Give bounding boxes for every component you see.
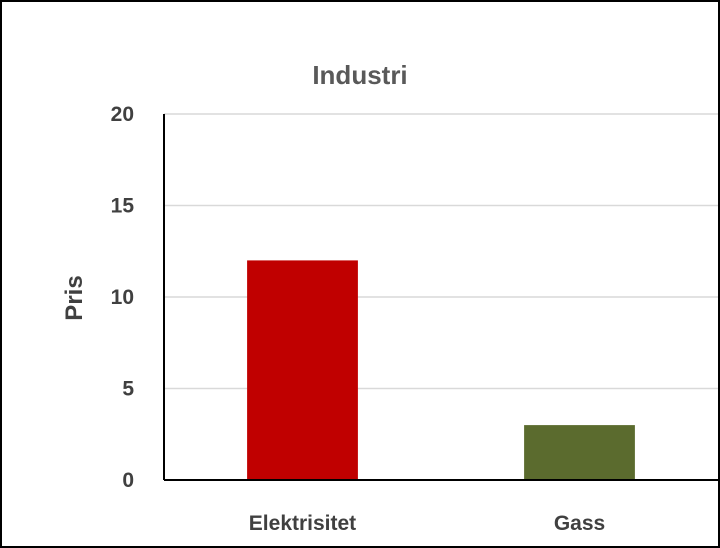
x-tick-label: Elektrisitet: [249, 512, 356, 535]
y-tick-label: 15: [111, 195, 135, 218]
bar-elektrisitet: [247, 260, 358, 480]
y-tick-label: 0: [122, 469, 134, 492]
x-tick-label: Gass: [554, 512, 605, 535]
y-axis-label: Pris: [61, 275, 88, 320]
y-tick-labels: 0 5 10 15 20: [111, 103, 135, 492]
bars: [247, 260, 635, 480]
bar-gass: [524, 425, 635, 480]
chart-title: Industri: [312, 60, 407, 90]
y-tick-label: 5: [122, 378, 134, 401]
y-tick-label: 20: [111, 103, 134, 126]
axes: [163, 114, 718, 481]
y-tick-label: 10: [111, 286, 134, 309]
x-tick-labels: Elektrisitet Gass: [249, 512, 605, 535]
